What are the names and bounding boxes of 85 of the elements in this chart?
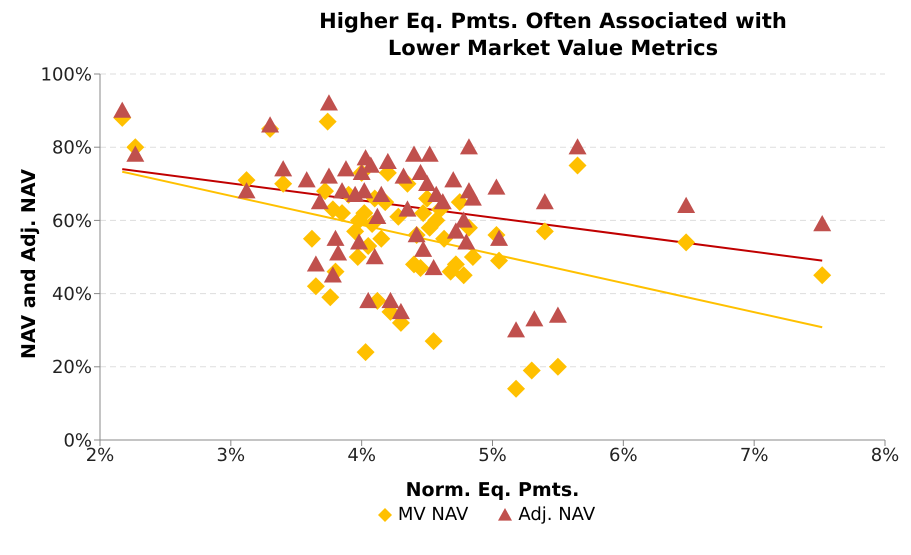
point	[454, 266, 473, 284]
point	[434, 193, 452, 210]
y-tick-label: 100%	[40, 64, 92, 86]
point	[507, 321, 526, 338]
point	[427, 211, 446, 230]
point	[405, 146, 423, 162]
point	[435, 230, 454, 248]
point	[457, 233, 476, 250]
legend-label: Adj. NAV	[518, 504, 596, 525]
point	[378, 152, 397, 170]
point	[460, 138, 478, 154]
point	[536, 222, 554, 240]
point	[336, 160, 355, 176]
point	[274, 160, 292, 176]
y-tick-label: 20%	[52, 357, 92, 378]
chart-title: Higher Eq. Pmts. Often Associated with Lower Market Value Metrics	[318, 8, 788, 62]
point	[372, 186, 390, 202]
point	[418, 174, 436, 191]
point	[321, 288, 340, 306]
point	[348, 248, 367, 266]
point	[507, 380, 526, 398]
point	[522, 361, 541, 380]
point	[381, 292, 400, 308]
point	[813, 215, 832, 232]
point	[424, 258, 443, 276]
x-tick-label: 6%	[609, 444, 638, 466]
point	[548, 358, 567, 376]
point	[306, 277, 325, 296]
point	[302, 230, 321, 248]
point	[414, 240, 432, 257]
point	[392, 302, 410, 320]
point	[320, 94, 338, 110]
x-tick-label: 3%	[216, 444, 246, 466]
point	[420, 146, 439, 162]
point	[677, 196, 696, 213]
y-tick-label: 80%	[52, 138, 92, 159]
point	[568, 156, 587, 174]
y-axis-title: NAV and Adj. NAV	[18, 169, 40, 359]
point	[320, 167, 338, 184]
point	[298, 171, 316, 188]
point	[490, 252, 508, 270]
x-axis-title: Norm. Eq. Pmts.	[406, 479, 580, 501]
point	[813, 266, 832, 284]
point	[329, 244, 348, 261]
point	[310, 193, 329, 210]
point	[568, 138, 587, 154]
point	[366, 248, 384, 264]
point	[444, 171, 462, 188]
point	[394, 167, 413, 184]
point	[490, 230, 508, 246]
point	[525, 310, 544, 326]
legend-label: MV NAV	[398, 504, 468, 525]
point	[350, 233, 368, 250]
point	[536, 193, 554, 210]
point	[398, 200, 416, 217]
point	[454, 211, 473, 228]
point	[316, 182, 334, 200]
point	[414, 204, 432, 222]
point	[464, 248, 482, 266]
point	[487, 178, 506, 195]
point	[318, 112, 337, 131]
y-tick-label: 60%	[52, 210, 92, 232]
x-tick-label: 4%	[347, 444, 376, 466]
point	[677, 233, 696, 252]
point	[446, 222, 465, 239]
x-tick-label: 7%	[740, 444, 768, 466]
point	[274, 174, 292, 193]
point	[548, 306, 567, 323]
point	[333, 182, 352, 198]
point	[326, 230, 344, 246]
point	[126, 146, 144, 162]
point	[238, 182, 256, 198]
point	[306, 255, 325, 272]
point	[113, 102, 132, 118]
x-tick-label: 8%	[870, 444, 900, 466]
point	[261, 116, 280, 132]
point	[356, 343, 375, 362]
y-tick-label: 40%	[52, 284, 92, 305]
x-tick-label: 5%	[478, 444, 507, 466]
point	[372, 230, 390, 248]
point	[368, 208, 386, 224]
point	[359, 292, 378, 308]
point	[324, 266, 342, 282]
point	[424, 332, 443, 350]
point	[464, 189, 482, 206]
